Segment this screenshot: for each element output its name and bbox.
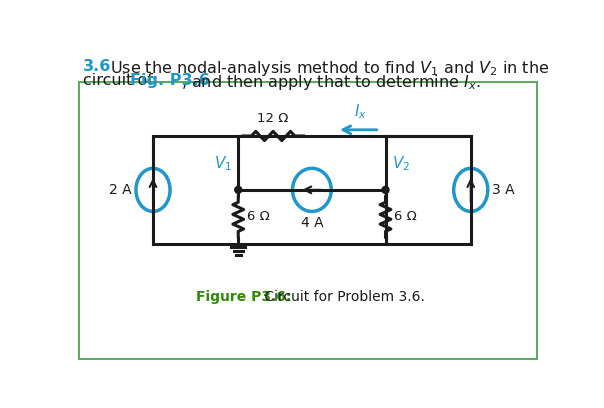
Text: 3.6: 3.6: [83, 59, 112, 74]
Text: Figure P3.6:: Figure P3.6:: [196, 290, 291, 304]
Text: $V_2$: $V_2$: [392, 154, 410, 173]
Text: 6 Ω: 6 Ω: [394, 210, 417, 223]
Text: 3 A: 3 A: [492, 183, 514, 197]
Text: Circuit for Problem 3.6.: Circuit for Problem 3.6.: [260, 290, 425, 304]
Text: Fig. P3.6: Fig. P3.6: [130, 73, 210, 88]
Text: $V_1$: $V_1$: [214, 154, 232, 173]
Text: 6 Ω: 6 Ω: [247, 210, 269, 223]
Text: circuit of: circuit of: [83, 73, 158, 88]
Text: , and then apply that to determine $I_x$.: , and then apply that to determine $I_x$…: [181, 73, 481, 92]
Text: Use the nodal-analysis method to find $V_1$ and $V_2$ in the: Use the nodal-analysis method to find $V…: [109, 59, 549, 78]
Circle shape: [235, 186, 242, 193]
Text: 4 A: 4 A: [301, 216, 323, 230]
Text: $I_x$: $I_x$: [354, 102, 367, 121]
Circle shape: [382, 186, 389, 193]
Text: 12 Ω: 12 Ω: [257, 112, 289, 125]
Bar: [79, 82, 536, 359]
Text: 2 A: 2 A: [109, 183, 132, 197]
